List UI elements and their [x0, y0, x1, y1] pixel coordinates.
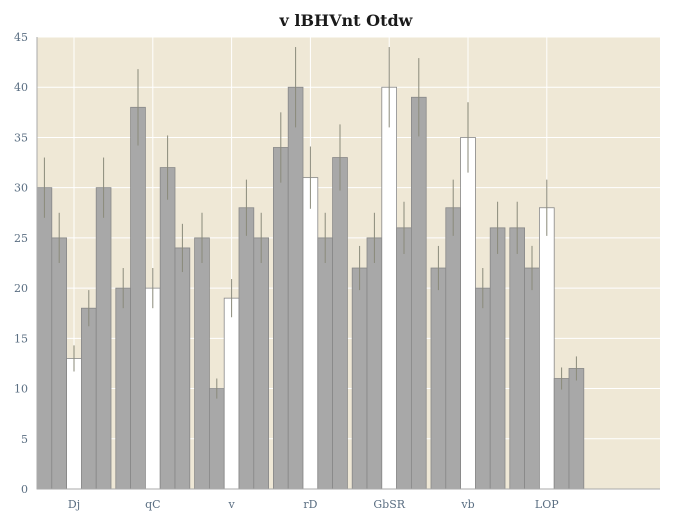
plot-area: 0 5 10 15 20 25 30 35 40 45 Dj qC v rD GbSR vb LOP [14, 31, 660, 511]
bar [381, 86, 397, 490]
bar [553, 378, 570, 490]
bar [509, 227, 525, 490]
y-tick-label: 30 [14, 182, 28, 195]
bar [410, 96, 427, 490]
bar [396, 227, 412, 490]
bar [66, 358, 82, 490]
y-tick-label: 0 [21, 483, 28, 496]
bar [194, 237, 210, 490]
bar [159, 167, 176, 490]
chart-title: v lBHVnt Otdw [279, 11, 414, 30]
bar [115, 287, 132, 490]
bar [287, 86, 304, 490]
bar [174, 247, 191, 490]
y-tick-label: 40 [14, 81, 28, 94]
bar [223, 297, 240, 490]
bar [539, 207, 555, 490]
bar [302, 177, 319, 490]
bar [95, 187, 112, 490]
y-tick-label: 25 [14, 232, 28, 245]
bar [208, 388, 225, 490]
bar [430, 267, 447, 490]
bar [524, 267, 540, 490]
bar [317, 237, 333, 490]
bar [366, 237, 383, 490]
y-tick-label: 10 [14, 383, 28, 396]
bar [460, 137, 476, 490]
bar [489, 227, 506, 490]
x-tick-label: vb [460, 498, 474, 511]
y-tick-label: 5 [21, 433, 28, 446]
y-tick-label: 20 [14, 282, 28, 295]
x-tick-label: GbSR [373, 498, 405, 511]
bar [130, 106, 146, 490]
y-tick-label: 35 [14, 131, 28, 144]
bar [253, 237, 270, 490]
bar [81, 307, 97, 490]
x-tick-label: qC [145, 498, 160, 511]
bar [51, 237, 67, 490]
x-tick-label: LOP [535, 498, 559, 511]
bar [568, 368, 585, 490]
bar [445, 207, 461, 490]
bar [272, 147, 289, 490]
x-tick-label: rD [303, 498, 317, 511]
y-tick-label: 45 [14, 31, 28, 44]
bar [238, 207, 255, 490]
bar [36, 187, 53, 490]
x-tick-label: v [227, 498, 235, 511]
bar [332, 157, 348, 490]
bar [144, 287, 161, 490]
x-tick-label: Dj [68, 498, 80, 511]
bar [351, 267, 368, 490]
bar [474, 287, 491, 490]
y-tick-label: 15 [14, 332, 28, 345]
